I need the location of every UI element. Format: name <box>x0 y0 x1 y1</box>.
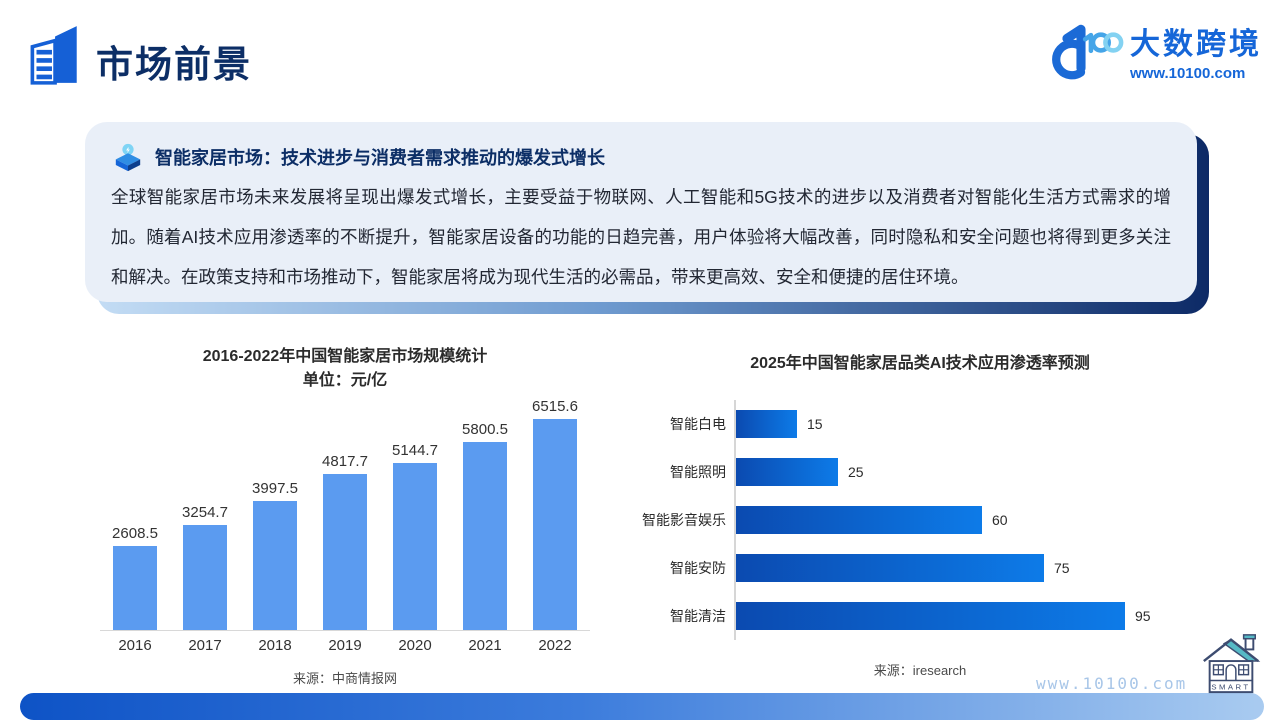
category-label: 智能影音娱乐 <box>642 512 726 528</box>
bar <box>253 501 297 630</box>
bar-column: 3254.7 <box>170 504 240 630</box>
page-title: 市场前景 <box>96 44 252 85</box>
bar <box>736 410 797 438</box>
chart-right-title: 2025年中国智能家居品类AI技术应用渗透率预测 <box>750 355 1090 372</box>
callout-body: 全球智能家居市场未来发展将呈现出爆发式增长，主要受益于物联网、人工智能和5G技术… <box>111 187 1171 287</box>
category-label: 智能清洁 <box>670 608 726 624</box>
watermark: www.10100.com <box>1036 674 1188 693</box>
x-axis-label: 2021 <box>468 637 502 654</box>
bar <box>393 463 437 630</box>
bar-track: 25 <box>734 448 1200 496</box>
bar <box>736 506 982 534</box>
building-icon <box>30 26 77 85</box>
bar-column: 6515.6 <box>520 398 590 630</box>
chart-right-source: 来源：iresearch <box>873 663 967 678</box>
value-label: 5144.7 <box>392 442 438 459</box>
chart-left-xaxis: 2016 2017 2018 2019 2020 2021 2022 <box>100 637 590 654</box>
chart-left-source: 来源：中商情报网 <box>292 671 397 686</box>
x-axis-label: 2022 <box>538 637 572 654</box>
bar-row: 智能白电 15 <box>640 400 1200 448</box>
bar <box>736 458 838 486</box>
bar <box>736 554 1044 582</box>
bar <box>323 474 367 630</box>
value-label: 3254.7 <box>182 504 228 521</box>
callout-title: 智能家居市场：技术进步与消费者需求推动的爆发式增长 <box>155 148 605 168</box>
value-label: 2608.5 <box>112 525 158 542</box>
value-label: 25 <box>848 464 864 480</box>
chart-left-bars: 2608.5 3254.7 3997.5 4817.7 5144.7 5800.5 6515… <box>100 398 590 631</box>
house-smart-label: SMART <box>1211 683 1250 692</box>
category-label: 智能白电 <box>670 416 726 432</box>
bar-column: 5144.7 <box>380 442 450 630</box>
bar-row: 智能清洁 95 <box>640 592 1200 640</box>
bar-row: 智能安防 75 <box>640 544 1200 592</box>
value-label: 95 <box>1135 608 1151 624</box>
value-label: 4817.7 <box>322 453 368 470</box>
bar-track: 75 <box>734 544 1200 592</box>
bar-column: 4817.7 <box>310 453 380 630</box>
brand-10100-icon <box>1052 24 1124 80</box>
house-smart-icon: SMART <box>1203 634 1261 694</box>
chart-right-bars: 智能白电 15 智能照明 25 智能影音娱乐 60 智能安防 75 智能清洁 95 <box>640 400 1200 640</box>
brand-name: 大数跨境 <box>1130 27 1262 61</box>
brand-url: www.10100.com <box>1130 64 1246 82</box>
value-label: 3997.5 <box>252 480 298 497</box>
bar-column: 5800.5 <box>450 421 520 630</box>
value-label: 75 <box>1054 560 1070 576</box>
chart-left-subtitle: 单位：元/亿 <box>302 372 388 389</box>
bar <box>113 546 157 630</box>
bar-row: 智能照明 25 <box>640 448 1200 496</box>
x-axis-label: 2020 <box>398 637 432 654</box>
callout-box: 智能家居市场：技术进步与消费者需求推动的爆发式增长 全球智能家居市场未来发展将呈… <box>85 122 1197 302</box>
chart-ai-penetration: 2025年中国智能家居品类AI技术应用渗透率预测 智能白电 15 智能照明 25 智能影… <box>640 352 1200 679</box>
value-label: 15 <box>807 416 823 432</box>
category-label: 智能照明 <box>670 464 726 480</box>
bar-track: 15 <box>734 400 1200 448</box>
chart-left-title: 2016-2022年中国智能家居市场规模统计 <box>202 348 488 365</box>
bottom-accent-bar <box>20 693 1264 720</box>
chart-left-plot: 2608.5 3254.7 3997.5 4817.7 5144.7 5800.5 6515… <box>100 398 590 654</box>
chart-market-size: 2016-2022年中国智能家居市场规模统计 单位：元/亿 2608.5 3254… <box>100 345 590 687</box>
value-label: 5800.5 <box>462 421 508 438</box>
x-axis-label: 2017 <box>188 637 222 654</box>
x-axis-label: 2019 <box>328 637 362 654</box>
bar <box>736 602 1125 630</box>
brand-logo: 大数跨境 www.10100.com <box>1038 16 1262 84</box>
bar-column: 2608.5 <box>100 525 170 630</box>
smart-cube-icon <box>115 143 141 172</box>
bar <box>533 419 577 630</box>
bar <box>463 442 507 630</box>
bar-row: 智能影音娱乐 60 <box>640 496 1200 544</box>
bar-column: 3997.5 <box>240 480 310 630</box>
value-label: 6515.6 <box>532 398 578 415</box>
x-axis-label: 2018 <box>258 637 292 654</box>
bar-track: 60 <box>734 496 1200 544</box>
value-label: 60 <box>992 512 1008 528</box>
bar <box>183 525 227 630</box>
bar-track: 95 <box>734 592 1200 640</box>
category-label: 智能安防 <box>670 560 726 576</box>
x-axis-label: 2016 <box>118 637 152 654</box>
